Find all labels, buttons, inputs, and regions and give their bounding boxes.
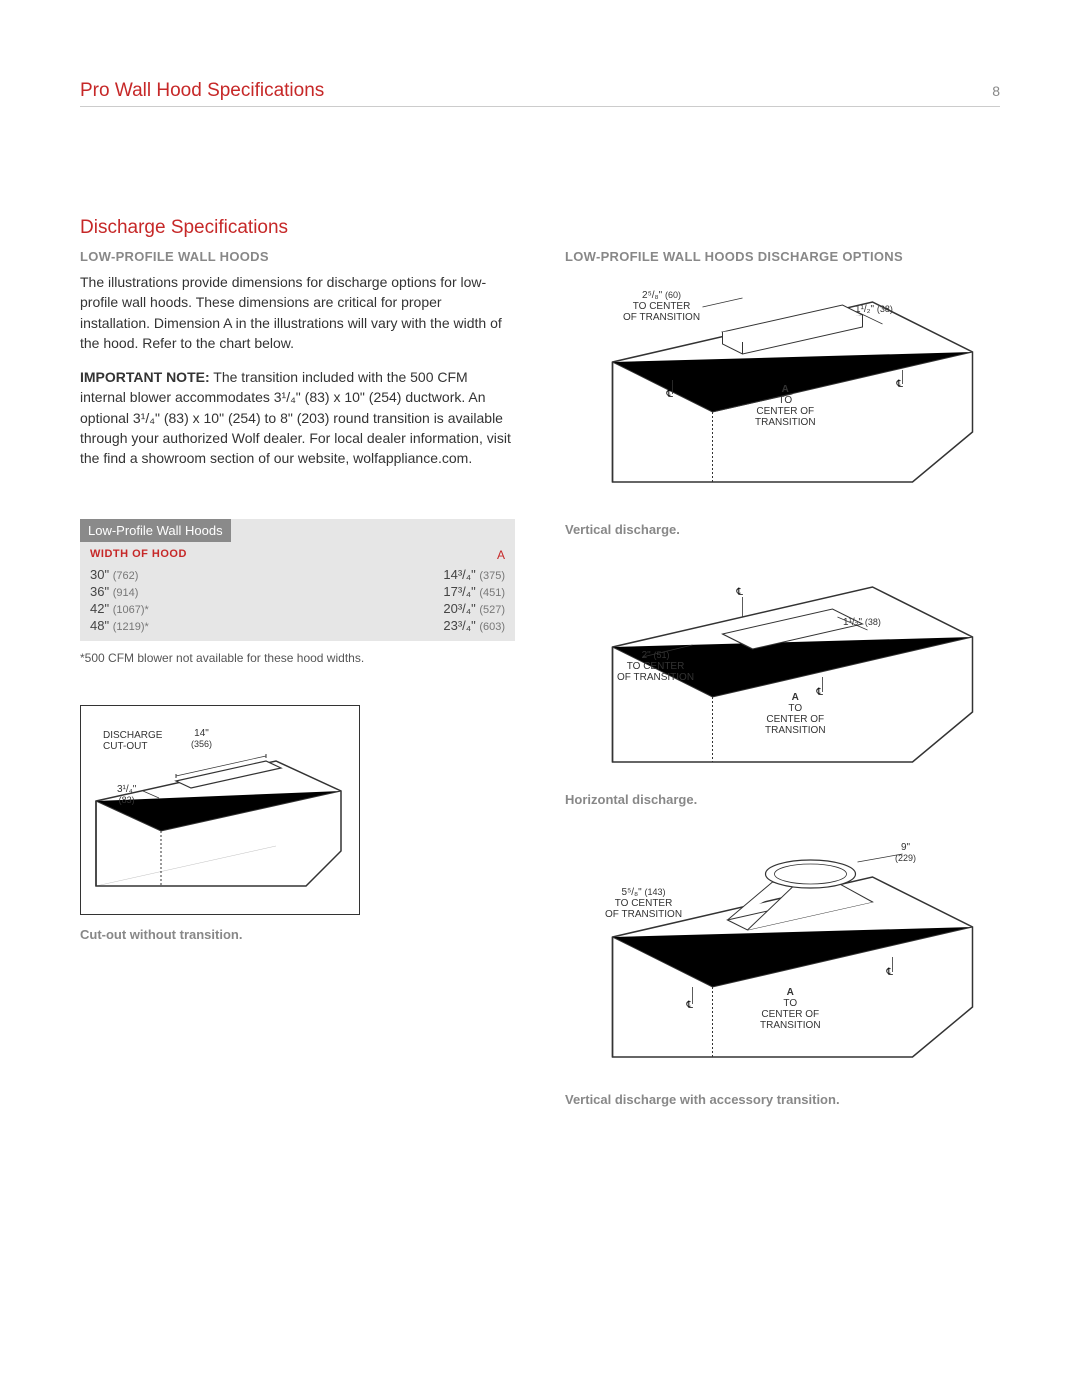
cell-w: 36": [90, 584, 109, 599]
dim-txt: OF TRANSITION: [605, 909, 682, 920]
table-row: 42" (1067)* 20³/₄" (527): [80, 600, 515, 617]
vertical-discharge-diagram: ℄ ℄ 2⁵/₈" (60) TO CENTER OF TRANSITION 1…: [565, 272, 1000, 512]
cell-a: 23³/₄": [443, 618, 475, 633]
table-header-row: WIDTH OF HOOD A: [80, 542, 515, 566]
dim-txt: OF TRANSITION: [617, 672, 694, 683]
dim-txt: TO CENTER: [627, 661, 685, 672]
page-title: Pro Wall Hood Specifications: [80, 80, 324, 102]
cutout-caption: Cut-out without transition.: [80, 927, 515, 942]
dim-mm: (38): [877, 304, 893, 314]
right-subhead: LOW-PROFILE WALL HOODS DISCHARGE OPTIONS: [565, 249, 1000, 264]
svg-text:℄: ℄: [666, 389, 674, 400]
dim: 9": [901, 842, 910, 853]
cell-a: 17³/₄": [443, 584, 475, 599]
table-row: 30" (762) 14³/₄" (375): [80, 566, 515, 583]
dim-mm: (51): [653, 650, 669, 660]
cell-wmm: (1219)*: [113, 621, 149, 633]
important-note: IMPORTANT NOTE: The transition included …: [80, 367, 515, 468]
a-txt: TO: [788, 703, 802, 714]
cell-amm: (375): [479, 570, 505, 582]
cutout-label: DISCHARGE: [103, 730, 162, 741]
dim: 5⁵/₈": [622, 887, 642, 898]
a-label: A: [787, 987, 794, 998]
cell-w: 48": [90, 618, 109, 633]
spec-table: Low-Profile Wall Hoods WIDTH OF HOOD A 3…: [80, 519, 515, 641]
cutout-diagram: DISCHARGE CUT-OUT 14" (356) 3¹/₄" (83): [80, 705, 360, 915]
cell-w: 42": [90, 601, 109, 616]
svg-text:℄: ℄: [896, 379, 904, 390]
hood-accessory-svg: ℄ ℄: [565, 832, 1000, 1082]
svg-text:℄: ℄: [736, 587, 744, 598]
cell-wmm: (762): [113, 570, 139, 582]
table-col2: A: [497, 548, 505, 562]
a-txt: CENTER OF: [756, 406, 814, 417]
dim-14: 14": [194, 728, 209, 739]
a-txt: CENTER OF: [766, 714, 824, 725]
a-label: A: [782, 384, 789, 395]
dim-14mm: (356): [191, 739, 212, 749]
cell-wmm: (914): [113, 587, 139, 599]
dim-mm: (143): [645, 887, 666, 897]
dim-txt: TO CENTER: [615, 898, 673, 909]
table-col1: WIDTH OF HOOD: [90, 548, 187, 562]
content-columns: LOW-PROFILE WALL HOODS The illustrations…: [80, 249, 1000, 1132]
cell-a: 20³/₄": [443, 601, 475, 616]
left-subhead: LOW-PROFILE WALL HOODS: [80, 249, 515, 264]
dim-3qtr: 3¹/₄": [117, 784, 136, 795]
dim-mm: (38): [865, 617, 881, 627]
a-txt: TO: [783, 998, 797, 1009]
cutout-label2: CUT-OUT: [103, 741, 147, 752]
section-title: Discharge Specifications: [80, 217, 1000, 239]
cell-amm: (451): [479, 587, 505, 599]
cell-wmm: (1067)*: [113, 604, 149, 616]
left-column: LOW-PROFILE WALL HOODS The illustrations…: [80, 249, 515, 1132]
dim-3qtrmm: (83): [119, 795, 135, 805]
dim: 2": [642, 650, 651, 661]
table-footnote: *500 CFM blower not available for these …: [80, 651, 515, 665]
table-row: 36" (914) 17³/₄" (451): [80, 583, 515, 600]
cell-amm: (527): [479, 604, 505, 616]
dim-txt: OF TRANSITION: [623, 312, 700, 323]
cell-w: 30": [90, 567, 109, 582]
vertical-accessory-diagram: ℄ ℄ 5⁵/₈" (143) TO CENTER OF TRANSITION …: [565, 832, 1000, 1082]
horizontal-caption: Horizontal discharge.: [565, 792, 1000, 807]
dim: 1¹/₂": [855, 304, 874, 315]
vertical-caption: Vertical discharge.: [565, 522, 1000, 537]
a-txt: TO: [778, 395, 792, 406]
svg-text:℄: ℄: [886, 967, 894, 978]
page-header: Pro Wall Hood Specifications 8: [80, 80, 1000, 107]
cell-a: 14³/₄": [443, 567, 475, 582]
page-number: 8: [992, 83, 1000, 99]
dim-mm: (229): [895, 853, 916, 863]
a-label: A: [792, 692, 799, 703]
dim-txt: TO CENTER: [633, 301, 691, 312]
table-title: Low-Profile Wall Hoods: [80, 519, 231, 542]
a-txt: CENTER OF: [761, 1009, 819, 1020]
intro-paragraph: The illustrations provide dimensions for…: [80, 272, 515, 353]
a-txt: TRANSITION: [765, 725, 826, 736]
dim-mm: (60): [665, 290, 681, 300]
cell-amm: (603): [479, 621, 505, 633]
svg-text:℄: ℄: [686, 1000, 694, 1011]
table-row: 48" (1219)* 23³/₄" (603): [80, 617, 515, 641]
a-txt: TRANSITION: [755, 417, 816, 428]
a-txt: TRANSITION: [760, 1020, 821, 1031]
right-column: LOW-PROFILE WALL HOODS DISCHARGE OPTIONS…: [565, 249, 1000, 1132]
accessory-caption: Vertical discharge with accessory transi…: [565, 1092, 1000, 1107]
horizontal-discharge-diagram: ℄ ℄ 2" (51) TO CENTER OF TRANSITION 1¹/₂…: [565, 562, 1000, 782]
dim: 2⁵/₈": [642, 290, 662, 301]
dim: 1¹/₂": [843, 617, 862, 628]
important-label: IMPORTANT NOTE:: [80, 369, 210, 385]
